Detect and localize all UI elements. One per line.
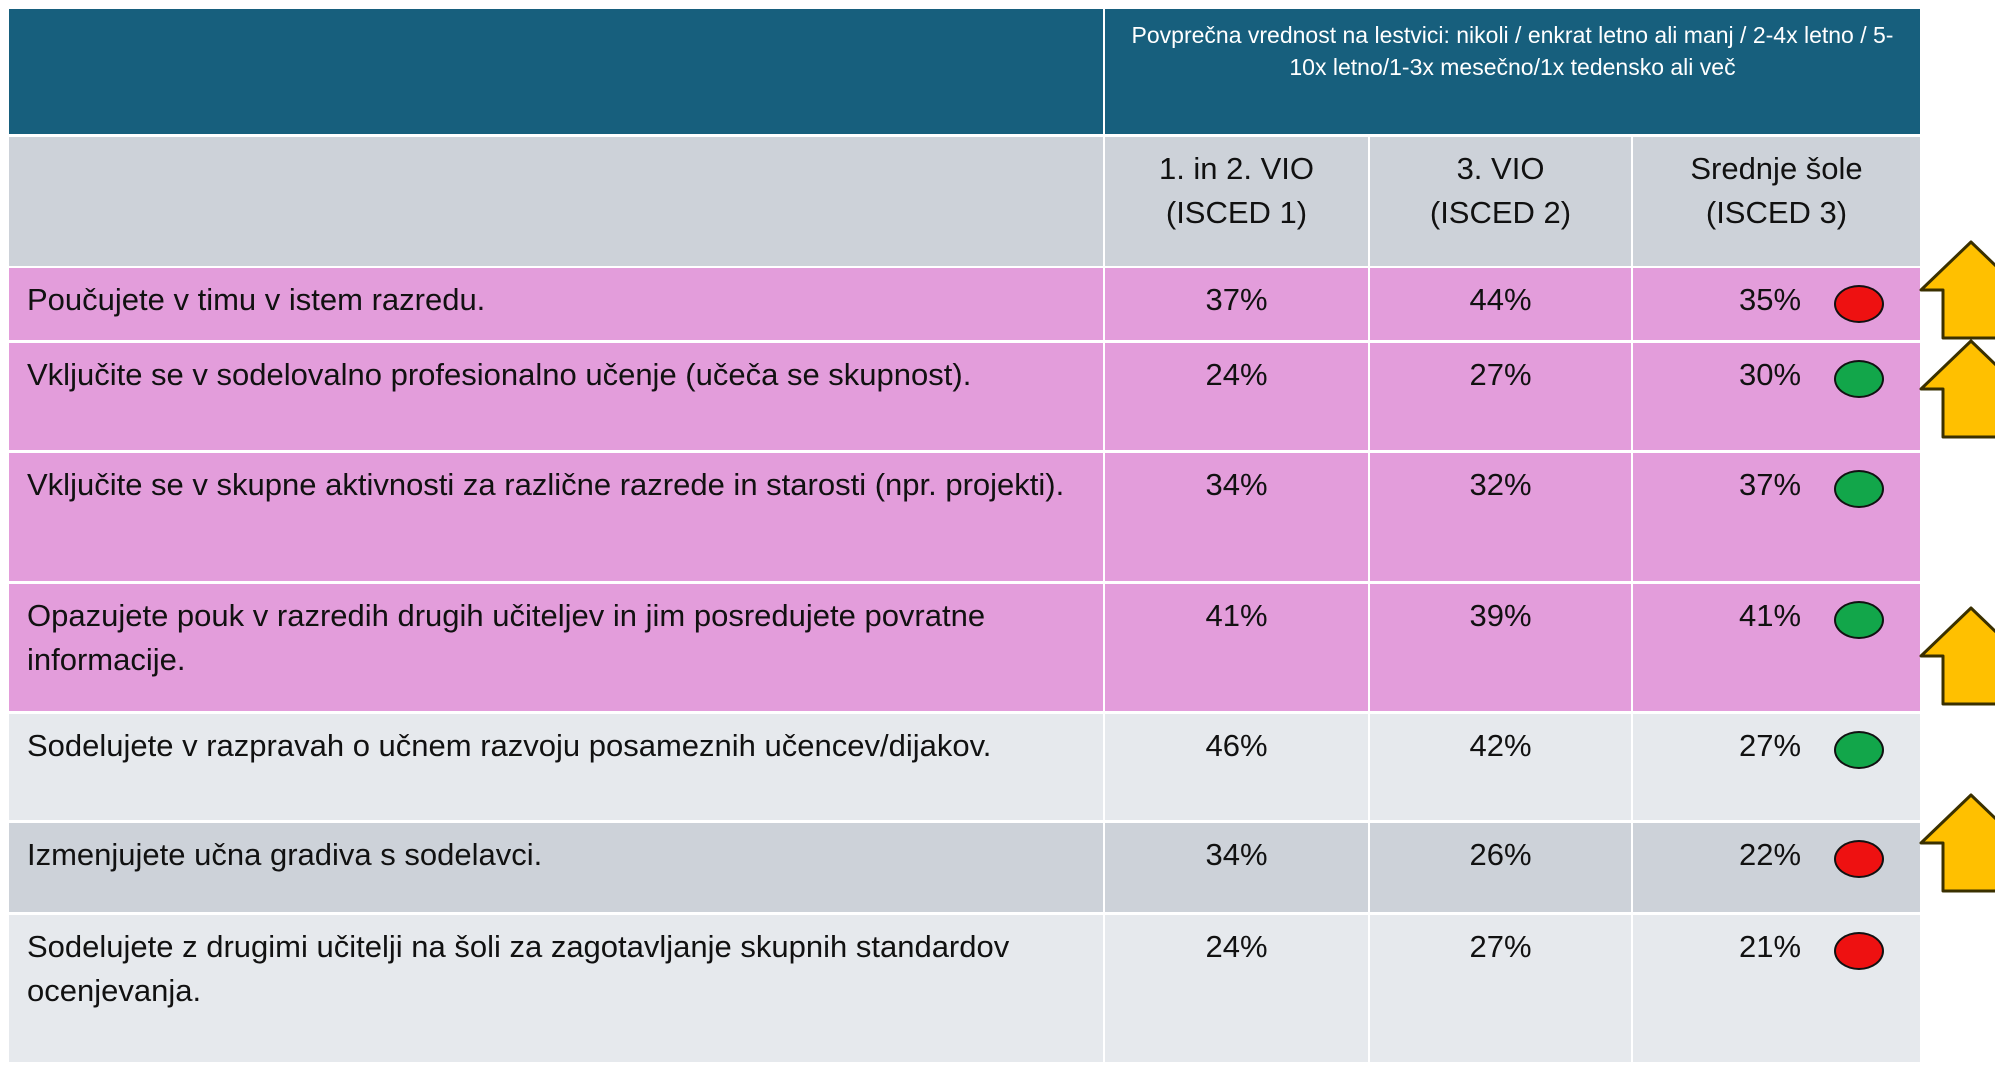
row-label: Vključite se v skupne aktivnosti za razl… <box>9 453 1103 581</box>
up-arrow <box>1919 793 1995 893</box>
column-header-line: 1. in 2. VIO <box>1158 151 1315 186</box>
status-indicator <box>1834 601 1884 639</box>
value: 42% <box>1370 714 1631 820</box>
up-arrow <box>1919 240 1995 340</box>
column-header-line: Srednje šole <box>1690 151 1863 186</box>
row-label: Sodelujete v razpravah o učnem razvoju p… <box>9 714 1103 820</box>
column-header-line: (ISCED 3) <box>1705 195 1848 230</box>
value: 46% <box>1105 714 1368 820</box>
value: 35% <box>1633 268 1920 340</box>
status-indicator <box>1834 731 1884 769</box>
column-header: 1. in 2. VIO (ISCED 1) <box>1105 137 1368 266</box>
row-label: Sodelujete z drugimi učitelji na šoli za… <box>9 915 1103 1062</box>
value: 44% <box>1370 268 1631 340</box>
value: 41% <box>1105 584 1368 711</box>
value: 24% <box>1105 343 1368 450</box>
row-label: Opazujete pouk v razredih drugih učitelj… <box>9 584 1103 711</box>
header-blank <box>9 9 1103 134</box>
status-indicator <box>1834 932 1884 970</box>
value: 30% <box>1633 343 1920 450</box>
row-label: Poučujete v timu v istem razredu. <box>9 268 1103 340</box>
value: 27% <box>1633 714 1920 820</box>
up-arrow <box>1919 339 1995 439</box>
column-header: 3. VIO (ISCED 2) <box>1370 137 1631 266</box>
value: 32% <box>1370 453 1631 581</box>
row-label: Vključite se v sodelovalno profesionalno… <box>9 343 1103 450</box>
value: 37% <box>1105 268 1368 340</box>
colhead-blank <box>9 137 1103 266</box>
up-arrow <box>1919 606 1995 706</box>
value: 39% <box>1370 584 1631 711</box>
header-title: Povprečna vrednost na lestvici: nikoli /… <box>1105 9 1920 134</box>
column-header-line: (ISCED 2) <box>1429 195 1572 230</box>
value: 24% <box>1105 915 1368 1062</box>
value: 27% <box>1370 915 1631 1062</box>
status-indicator <box>1834 285 1884 323</box>
column-header: Srednje šole (ISCED 3) <box>1633 137 1920 266</box>
value: 34% <box>1105 453 1368 581</box>
value: 27% <box>1370 343 1631 450</box>
value: 34% <box>1105 823 1368 912</box>
status-indicator <box>1834 470 1884 508</box>
value: 26% <box>1370 823 1631 912</box>
status-indicator <box>1834 360 1884 398</box>
column-header-line: (ISCED 1) <box>1165 195 1308 230</box>
column-header-line: 3. VIO <box>1456 151 1545 186</box>
status-indicator <box>1834 840 1884 878</box>
row-label: Izmenjujete učna gradiva s sodelavci. <box>9 823 1103 912</box>
